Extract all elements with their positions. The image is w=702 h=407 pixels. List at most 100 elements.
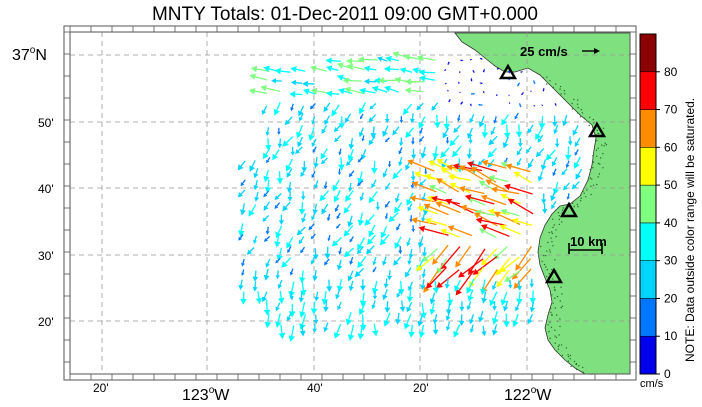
current-vector bbox=[345, 311, 352, 326]
current-vector bbox=[480, 279, 487, 295]
current-vector bbox=[263, 201, 271, 211]
current-vector bbox=[448, 173, 472, 182]
lat-label-50: 50' bbox=[38, 116, 54, 130]
current-vector bbox=[325, 57, 341, 64]
current-vector bbox=[575, 168, 583, 180]
current-vector bbox=[513, 268, 532, 290]
current-vector bbox=[357, 256, 367, 268]
current-vector bbox=[479, 57, 483, 60]
current-vector bbox=[357, 56, 378, 63]
current-vector bbox=[528, 158, 534, 169]
current-vector bbox=[418, 236, 424, 249]
current-vector bbox=[289, 268, 294, 276]
current-vector bbox=[449, 134, 460, 147]
current-vector bbox=[326, 279, 333, 292]
current-vector bbox=[459, 91, 461, 94]
current-vector bbox=[387, 160, 392, 168]
current-vector bbox=[363, 78, 377, 85]
current-vector bbox=[481, 325, 487, 337]
colorbar-tick-label: 60 bbox=[664, 140, 678, 154]
current-vector bbox=[565, 160, 570, 169]
current-vector bbox=[371, 179, 377, 189]
current-vector bbox=[290, 146, 295, 156]
current-vector bbox=[346, 63, 365, 71]
current-vector bbox=[260, 84, 281, 93]
current-vector bbox=[290, 79, 303, 86]
current-vector bbox=[469, 324, 474, 333]
current-vector bbox=[334, 135, 342, 143]
current-vector bbox=[443, 116, 450, 130]
current-vector bbox=[336, 259, 343, 271]
current-vector bbox=[285, 158, 293, 172]
current-vector bbox=[487, 208, 510, 216]
current-vector bbox=[319, 190, 329, 202]
current-vector bbox=[566, 193, 570, 200]
current-vector bbox=[516, 147, 523, 156]
current-vector bbox=[508, 280, 513, 289]
current-vector bbox=[411, 225, 415, 233]
current-vector bbox=[272, 149, 280, 161]
current-vector bbox=[394, 202, 403, 214]
current-vector bbox=[289, 291, 294, 301]
current-vector bbox=[253, 168, 259, 179]
current-vector bbox=[420, 146, 427, 159]
current-vector bbox=[436, 269, 460, 289]
current-vector bbox=[433, 314, 438, 325]
lat-label-37n: 37oN bbox=[12, 45, 47, 64]
current-vector bbox=[496, 67, 500, 70]
current-vector bbox=[337, 168, 342, 176]
current-vector bbox=[369, 103, 377, 110]
current-vector bbox=[529, 278, 534, 288]
current-vector bbox=[288, 325, 295, 342]
current-vector bbox=[393, 256, 402, 266]
current-vector bbox=[478, 310, 484, 323]
current-vector bbox=[406, 302, 413, 313]
current-vector bbox=[312, 203, 318, 215]
current-vector bbox=[253, 235, 258, 244]
current-vector bbox=[446, 292, 454, 306]
current-vector bbox=[299, 301, 306, 318]
current-vector bbox=[299, 270, 306, 284]
current-vector bbox=[446, 303, 452, 315]
current-vector bbox=[336, 223, 341, 229]
current-vector bbox=[527, 124, 534, 134]
current-vector bbox=[454, 280, 461, 292]
map-title: MNTY Totals: 01-Dec-2011 09:00 GMT+0.000 bbox=[151, 4, 538, 25]
current-vector bbox=[508, 94, 510, 97]
current-vector bbox=[490, 126, 496, 136]
current-vector bbox=[407, 203, 413, 212]
current-vector bbox=[282, 136, 294, 147]
current-vector bbox=[377, 77, 399, 84]
velocity-scale: 25 cm/s bbox=[520, 44, 600, 59]
current-vector bbox=[384, 137, 390, 143]
current-vector bbox=[475, 217, 507, 227]
current-vector bbox=[517, 82, 521, 87]
current-vector bbox=[290, 66, 306, 73]
current-vector bbox=[398, 156, 403, 167]
current-vector bbox=[562, 114, 568, 127]
current-vector bbox=[347, 215, 354, 228]
current-vector bbox=[436, 257, 448, 275]
current-vector bbox=[420, 302, 427, 319]
current-vector bbox=[488, 174, 509, 183]
current-vector bbox=[502, 136, 509, 149]
current-vector bbox=[396, 223, 401, 231]
current-vector bbox=[310, 301, 318, 315]
current-vector bbox=[308, 127, 315, 141]
current-vector bbox=[271, 78, 282, 84]
current-vector bbox=[542, 87, 545, 92]
current-vector bbox=[338, 88, 353, 95]
current-vector bbox=[436, 178, 460, 193]
current-vector bbox=[348, 280, 354, 292]
current-vector bbox=[434, 114, 441, 129]
current-vector bbox=[418, 324, 426, 338]
current-vector bbox=[442, 127, 450, 139]
current-vector bbox=[384, 200, 391, 208]
current-vector bbox=[416, 54, 436, 62]
current-vector bbox=[356, 245, 364, 255]
current-vector bbox=[567, 136, 573, 146]
current-vector bbox=[527, 314, 533, 325]
current-vector bbox=[432, 323, 439, 335]
current-vector bbox=[327, 234, 331, 242]
current-vector bbox=[321, 203, 329, 215]
